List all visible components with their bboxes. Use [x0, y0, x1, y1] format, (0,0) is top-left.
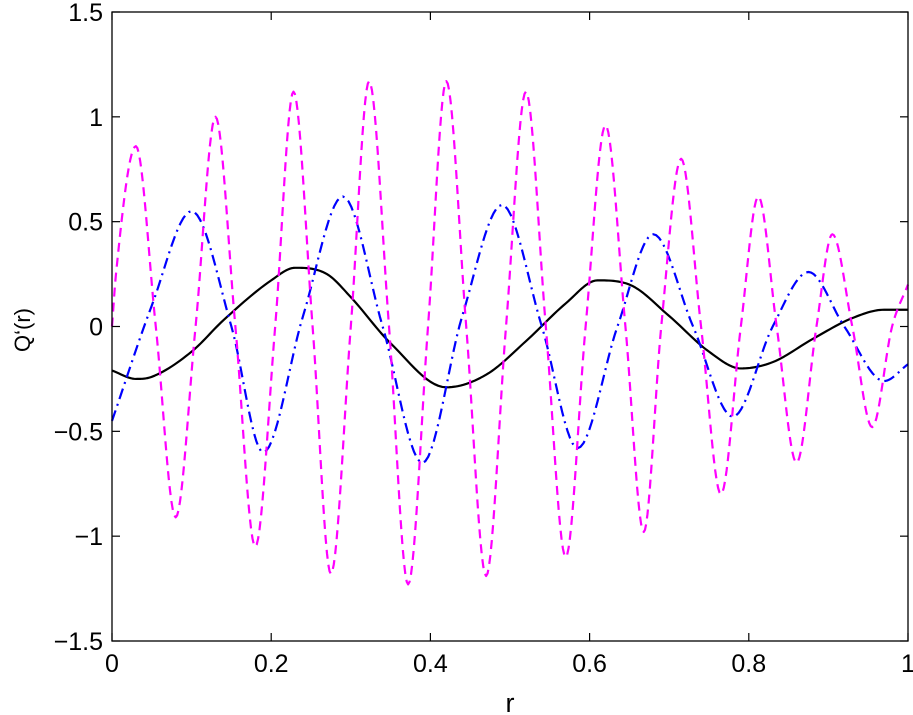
y-tick-label: 0: [89, 314, 103, 342]
y-tick-label: −1.5: [54, 628, 103, 656]
series-line-dashdot: [110, 195, 909, 464]
x-tick-label: 1: [901, 650, 913, 678]
x-tick-label: 0.6: [572, 650, 607, 678]
x-tick-label: 0: [105, 650, 119, 678]
y-tick-label: 1: [89, 104, 103, 132]
y-tick-label: 1.5: [68, 0, 103, 27]
x-tick-label: 0.8: [731, 650, 766, 678]
x-tick-label: 0.4: [413, 650, 448, 678]
tick-layer: 0 0.2 0.4 0.6 0.8 1 −1.5 −1 −0.5 0 0.5 1 1.5: [54, 0, 913, 678]
series-line-solid: [111, 266, 908, 389]
series-layer: [110, 80, 910, 586]
x-tick-label: 0.2: [254, 650, 289, 678]
series-line-dashed: [110, 80, 910, 586]
x-axis-label: r: [506, 688, 515, 715]
y-tick-label: −0.5: [54, 418, 103, 446]
y-axis-label: Q‘(r): [10, 308, 35, 352]
y-tick-label: −1: [74, 523, 103, 551]
y-tick-label: 0.5: [68, 209, 103, 237]
